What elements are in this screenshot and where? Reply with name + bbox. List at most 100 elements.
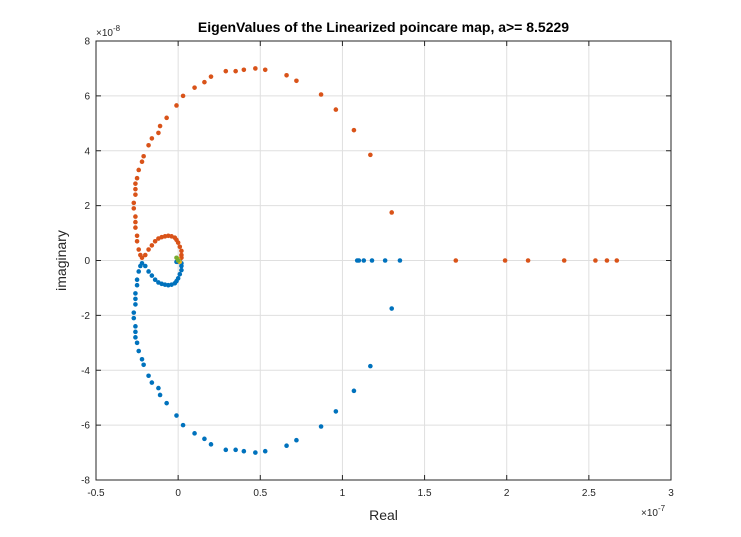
series-2-point (133, 186, 138, 192)
series-1-point (356, 258, 362, 263)
y-tick-label: 6 (84, 91, 90, 102)
chart-title: EigenValues of the Linearized poincare m… (198, 19, 569, 35)
series-2-point (142, 252, 148, 258)
series-1-point (152, 277, 158, 283)
x-tick-label: 0.5 (253, 488, 267, 499)
series-2-point (149, 136, 155, 141)
series-1-point (233, 447, 238, 453)
series-1-point (241, 448, 247, 454)
series-2-point (262, 67, 268, 73)
series-1-point (146, 373, 151, 379)
series-2-point (141, 153, 146, 159)
series-1-point (318, 424, 324, 429)
series-2-point (453, 258, 459, 263)
series-1-point (134, 277, 140, 283)
axis-ticks: -0.5 0 0.5 1 1.5 2 2.5 3 -8 -6 -4 -2 0 2 4 6 8 (81, 37, 674, 500)
series-2-point (152, 238, 158, 244)
series-2-point (174, 103, 179, 108)
series-1-point (133, 335, 138, 340)
series-2-point (139, 255, 145, 261)
series-2-point (133, 219, 138, 225)
x-tick-label: 2.5 (582, 488, 596, 499)
series-2-point (133, 181, 138, 186)
series-2-point (192, 85, 197, 90)
series-2-point (253, 66, 258, 71)
series-1-point (284, 443, 289, 449)
series-2-point (133, 225, 138, 230)
series-2-point (177, 244, 183, 250)
y-axis-label: imaginary (53, 230, 69, 291)
y-tick-label: 2 (84, 201, 90, 212)
series-2-point (131, 206, 137, 211)
series-1-point (208, 442, 214, 447)
series-2-point (561, 258, 567, 263)
series-1-point (142, 263, 148, 269)
series-1-point (133, 296, 138, 302)
y-multiplier-base: ×10 (96, 28, 113, 39)
series-1-point (351, 388, 357, 394)
series-1-point (139, 260, 145, 266)
series-2-point (318, 92, 324, 97)
series-2-point (131, 200, 137, 206)
series-1-point (134, 282, 140, 288)
series-1-point (164, 400, 169, 406)
y-tick-label: 8 (84, 37, 90, 48)
series-2-point (136, 247, 142, 252)
series-2-point (157, 123, 163, 129)
x-tick-label: 1.5 (418, 488, 432, 499)
series-1-point (177, 271, 183, 277)
series-2-point (134, 233, 140, 239)
series-2-point (241, 67, 247, 73)
series-2-point (164, 115, 169, 121)
x-multiplier-base: ×10 (641, 508, 658, 519)
y-multiplier-exponent: -8 (113, 24, 121, 33)
series-2-point (389, 210, 395, 215)
series-1-point (397, 258, 403, 263)
series-2-point (223, 68, 229, 74)
series-2-point (175, 240, 181, 245)
series-1-point (139, 356, 145, 362)
series-2-point (294, 78, 299, 84)
series-2-point (156, 130, 161, 136)
series-4-point (174, 255, 179, 261)
series-2-point (604, 258, 610, 263)
series-1-point (136, 269, 142, 274)
series-1-point (223, 447, 229, 453)
series-2-point (136, 167, 142, 173)
series-2-point (368, 152, 373, 158)
series-2-point (351, 127, 357, 133)
y-tick-label: -8 (81, 476, 90, 487)
series-2-point (502, 258, 508, 263)
series-1-point (146, 269, 151, 274)
series-1-point (141, 362, 146, 368)
series-1-point (149, 380, 155, 385)
series-2-point (593, 258, 598, 263)
series-1-point (175, 276, 181, 281)
series-1-point (179, 267, 184, 273)
series-2-point (614, 258, 620, 263)
x-axis-label: Real (369, 507, 398, 523)
x-tick-label: -0.5 (87, 488, 105, 499)
y-tick-label: -6 (81, 421, 90, 432)
y-tick-label: -2 (81, 311, 90, 322)
series-2-point (133, 192, 138, 197)
series-1-point (149, 273, 155, 278)
series-2-point (284, 72, 289, 78)
series-1-point (131, 315, 137, 321)
y-tick-label: 0 (84, 256, 90, 267)
series-2-point (202, 79, 207, 85)
series-1-point (174, 413, 179, 418)
series-1-point (192, 431, 197, 436)
series-1-point (131, 310, 137, 315)
x-axis-multiplier: ×10-7 (641, 504, 666, 519)
series-2-point (146, 142, 151, 148)
series-2-point (233, 68, 238, 74)
series-1-point (180, 422, 186, 428)
series-2-point (179, 248, 184, 254)
series-2-point (134, 238, 140, 244)
series-1-point (157, 392, 163, 398)
series-2-point (139, 159, 145, 165)
y-tick-label: 4 (84, 146, 90, 157)
series-1-point (262, 448, 268, 454)
